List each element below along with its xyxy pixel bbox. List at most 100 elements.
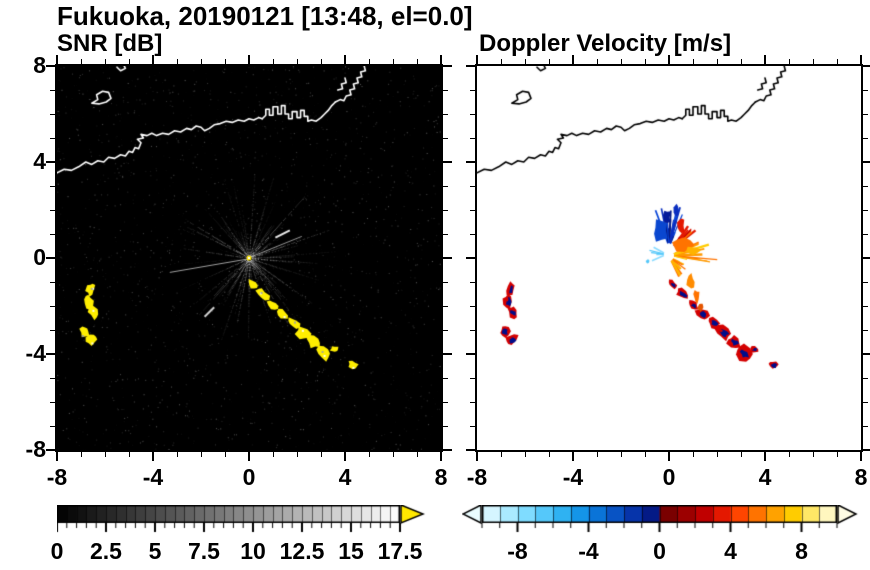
vel-y-tick-right	[863, 137, 868, 139]
snr-y-tick	[50, 209, 55, 211]
vel-y-tick	[466, 65, 475, 67]
vel-x-tick-top	[668, 55, 670, 64]
vel-x-tick	[572, 452, 574, 461]
snr-x-tick-top	[248, 55, 250, 64]
snr-colorbar-label: 5	[148, 538, 162, 564]
velocity-colorbar-label: -8	[507, 538, 528, 564]
snr-y-axis-label: -4	[25, 340, 46, 366]
snr-y-tick-right	[443, 137, 448, 139]
vel-x-tick	[644, 452, 646, 457]
snr-y-tick-right	[443, 209, 448, 211]
snr-x-tick-top	[200, 59, 202, 64]
vel-x-tick	[596, 452, 598, 457]
snr-x-axis-label: 0	[242, 464, 256, 490]
snr-y-tick	[50, 305, 55, 307]
vel-y-tick-right	[863, 233, 868, 235]
vel-y-tick-right	[863, 401, 868, 403]
snr-x-axis-label: -4	[142, 464, 164, 490]
vel-y-tick	[470, 329, 475, 331]
vel-y-tick	[466, 257, 475, 259]
snr-x-tick	[320, 452, 322, 457]
vel-x-tick-top	[740, 59, 742, 64]
figure-title: Fukuoka, 20190121 [13:48, el=0.0]	[57, 1, 473, 31]
vel-y-tick-right	[863, 353, 870, 355]
snr-x-tick-top	[392, 59, 394, 64]
snr-y-tick	[50, 185, 55, 187]
snr-x-tick	[440, 452, 442, 461]
vel-y-tick	[470, 185, 475, 187]
snr-y-axis-label: 8	[33, 52, 46, 78]
vel-y-tick	[466, 353, 475, 355]
snr-x-tick-top	[416, 59, 418, 64]
snr-x-tick	[128, 452, 130, 457]
vel-x-tick-top	[788, 59, 790, 64]
snr-radar-canvas	[57, 66, 441, 450]
snr-x-tick	[392, 452, 394, 457]
snr-y-tick-right	[443, 89, 448, 91]
vel-x-tick-top	[716, 59, 718, 64]
snr-x-tick	[248, 452, 250, 461]
vel-x-tick-top	[692, 59, 694, 64]
vel-y-tick-right	[863, 257, 870, 259]
snr-x-tick	[224, 452, 226, 457]
vel-x-tick	[812, 452, 814, 457]
vel-y-tick-right	[863, 185, 868, 187]
vel-y-tick-right	[863, 449, 870, 451]
snr-y-tick-right	[443, 329, 448, 331]
vel-y-tick	[470, 233, 475, 235]
vel-x-tick	[620, 452, 622, 457]
vel-x-tick-top	[620, 59, 622, 64]
vel-x-tick-top	[860, 55, 862, 64]
vel-y-tick-right	[863, 305, 868, 307]
vel-y-tick-right	[863, 425, 868, 427]
snr-y-tick	[46, 257, 55, 259]
snr-x-tick	[344, 452, 346, 461]
snr-y-tick-right	[443, 377, 448, 379]
vel-x-tick-top	[836, 59, 838, 64]
vel-y-tick	[470, 401, 475, 403]
snr-colorbar-label: 15	[338, 538, 364, 564]
vel-y-tick-right	[863, 65, 870, 67]
vel-y-tick	[470, 377, 475, 379]
snr-y-tick-right	[443, 449, 452, 451]
snr-x-axis-label: 4	[338, 464, 352, 490]
snr-y-tick-right	[443, 65, 452, 67]
vel-x-tick-top	[596, 59, 598, 64]
snr-y-tick-right	[443, 305, 448, 307]
snr-colorbar	[57, 505, 429, 539]
snr-y-tick	[50, 377, 55, 379]
vel-y-tick-right	[863, 281, 868, 283]
vel-y-tick-right	[863, 113, 868, 115]
snr-y-tick	[50, 425, 55, 427]
velocity-colorbar	[462, 505, 862, 539]
vel-y-tick-right	[863, 329, 868, 331]
snr-colorbar-label: 2.5	[90, 538, 122, 564]
vel-y-tick	[466, 161, 475, 163]
snr-y-tick-right	[443, 257, 452, 259]
snr-x-tick-top	[176, 59, 178, 64]
snr-y-tick	[50, 113, 55, 115]
snr-y-tick-right	[443, 401, 448, 403]
vel-x-axis-label: 8	[854, 464, 868, 490]
velocity-radar-canvas	[477, 66, 861, 450]
snr-colorbar-label: 7.5	[188, 538, 220, 564]
vel-y-tick	[470, 89, 475, 91]
vel-y-tick	[470, 281, 475, 283]
snr-x-tick	[272, 452, 274, 457]
snr-y-tick	[50, 89, 55, 91]
vel-y-tick-right	[863, 209, 868, 211]
snr-plot-frame	[55, 64, 443, 452]
vel-x-tick	[476, 452, 478, 461]
vel-x-axis-label: 4	[758, 464, 772, 490]
vel-x-axis-label: 0	[662, 464, 676, 490]
snr-x-tick-top	[272, 59, 274, 64]
velocity-colorbar-label: 8	[795, 538, 808, 564]
vel-x-tick	[668, 452, 670, 461]
snr-y-tick-right	[443, 161, 452, 163]
vel-x-tick	[836, 452, 838, 457]
vel-x-tick	[524, 452, 526, 457]
vel-x-tick-top	[764, 55, 766, 64]
snr-y-axis-label: 4	[33, 148, 46, 174]
snr-y-tick	[50, 401, 55, 403]
snr-x-tick-top	[128, 59, 130, 64]
